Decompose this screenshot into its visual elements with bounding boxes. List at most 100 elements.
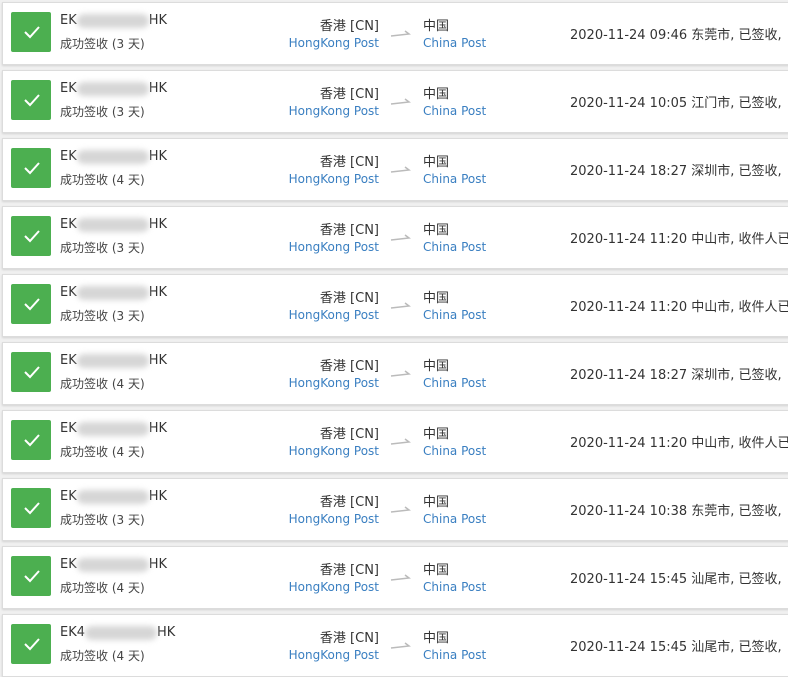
tracking-number: EK HK bbox=[60, 13, 167, 28]
tracking-row[interactable]: EK HK 成功签收 (4 天) 香港 [CN] HongKong Post 中国 Chin… bbox=[2, 410, 788, 473]
event-text: 中山市, 收件人已 bbox=[691, 436, 788, 451]
route-arrow bbox=[389, 569, 413, 588]
tracking-row[interactable]: EK4 HK 成功签收 (4 天) 香港 [CN] HongKong Post 中国 Chi… bbox=[2, 614, 788, 677]
destination-carrier: China Post bbox=[423, 376, 487, 390]
tracking-row[interactable]: EK HK 成功签收 (3 天) 香港 [CN] HongKong Post 中国 Chin… bbox=[2, 206, 788, 269]
event-time: 2020-11-24 15:45 bbox=[570, 640, 688, 655]
destination-country: 中国 bbox=[423, 155, 450, 170]
id-prefix: EK bbox=[60, 489, 77, 504]
tracking-row[interactable]: EK HK 成功签收 (3 天) 香港 [CN] HongKong Post 中国 Chin… bbox=[2, 478, 788, 541]
arrow-icon bbox=[390, 370, 411, 377]
id-redacted bbox=[76, 81, 149, 96]
id-suffix: HK bbox=[148, 81, 168, 96]
id-redacted bbox=[76, 13, 149, 28]
event-time: 2020-11-24 15:45 bbox=[570, 572, 688, 587]
status-icon bbox=[11, 284, 51, 324]
latest-event: 2020-11-24 15:45 汕尾市, 已签收, bbox=[570, 568, 782, 587]
route-arrow bbox=[389, 229, 413, 248]
route-arrow bbox=[389, 365, 413, 384]
check-mark bbox=[24, 298, 40, 311]
check-mark bbox=[24, 434, 40, 447]
id-redacted bbox=[76, 353, 149, 368]
event-text: 中山市, 收件人已 bbox=[691, 232, 788, 247]
latest-event: 2020-11-24 10:38 东莞市, 已签收, bbox=[570, 500, 782, 519]
id-redacted bbox=[85, 625, 158, 640]
check-mark bbox=[24, 230, 40, 243]
event-text: 汕尾市, 已签收, bbox=[691, 640, 782, 655]
id-suffix: HK bbox=[148, 13, 168, 28]
id-suffix: HK bbox=[148, 353, 168, 368]
tracking-row[interactable]: EK HK 成功签收 (4 天) 香港 [CN] HongKong Post 中国 Chin… bbox=[2, 342, 788, 405]
tracking-number: EK HK bbox=[60, 149, 167, 164]
origin-carrier: HongKong Post bbox=[288, 172, 379, 186]
status-icon bbox=[11, 216, 51, 256]
destination-country: 中国 bbox=[423, 291, 450, 306]
arrow-icon bbox=[390, 438, 411, 445]
destination-carrier: China Post bbox=[423, 444, 487, 458]
tracking-row[interactable]: EK HK 成功签收 (3 天) 香港 [CN] HongKong Post 中国 Chin… bbox=[2, 70, 788, 133]
origin-country: 香港 [CN] bbox=[319, 563, 379, 578]
route-arrow bbox=[389, 161, 413, 180]
check-mark bbox=[24, 570, 40, 583]
latest-event: 2020-11-24 11:20 中山市, 收件人已 bbox=[570, 432, 788, 451]
delivery-status: 成功签收 (3 天) bbox=[60, 241, 145, 255]
route-arrow bbox=[389, 501, 413, 520]
arrow-icon bbox=[390, 234, 411, 241]
event-time: 2020-11-24 09:46 bbox=[570, 28, 688, 43]
event-text: 深圳市, 已签收, bbox=[691, 164, 782, 179]
tracking-number: EK HK bbox=[60, 489, 167, 504]
arrow-icon bbox=[390, 574, 411, 581]
origin-carrier: HongKong Post bbox=[288, 376, 379, 390]
latest-event: 2020-11-24 18:27 深圳市, 已签收, bbox=[570, 364, 782, 383]
route-arrow bbox=[389, 93, 413, 112]
origin-country: 香港 [CN] bbox=[319, 155, 379, 170]
latest-event: 2020-11-24 10:05 江门市, 已签收, bbox=[570, 92, 782, 111]
tracking-row[interactable]: EK HK 成功签收 (4 天) 香港 [CN] HongKong Post 中国 Chin… bbox=[2, 546, 788, 609]
status-icon bbox=[11, 12, 51, 52]
destination-carrier: China Post bbox=[423, 648, 487, 662]
check-mark bbox=[24, 502, 40, 515]
id-suffix: HK bbox=[148, 285, 168, 300]
destination-carrier: China Post bbox=[423, 36, 487, 50]
tracking-number: EK HK bbox=[60, 81, 167, 96]
tracking-row[interactable]: EK HK 成功签收 (3 天) 香港 [CN] HongKong Post 中国 Chin… bbox=[2, 2, 788, 65]
destination-carrier: China Post bbox=[423, 240, 487, 254]
event-text: 深圳市, 已签收, bbox=[691, 368, 782, 383]
id-prefix: EK4 bbox=[60, 625, 86, 640]
event-text: 东莞市, 已签收, bbox=[691, 28, 782, 43]
status-icon bbox=[11, 488, 51, 528]
delivery-status: 成功签收 (3 天) bbox=[60, 105, 145, 119]
origin-carrier: HongKong Post bbox=[288, 308, 379, 322]
latest-event: 2020-11-24 11:20 中山市, 收件人已 bbox=[570, 228, 788, 247]
event-time: 2020-11-24 18:27 bbox=[570, 164, 688, 179]
check-mark bbox=[24, 162, 40, 175]
id-redacted bbox=[76, 489, 149, 504]
id-redacted bbox=[76, 217, 149, 232]
tracking-row[interactable]: EK HK 成功签收 (4 天) 香港 [CN] HongKong Post 中国 Chin… bbox=[2, 138, 788, 201]
status-icon bbox=[11, 624, 51, 664]
event-time: 2020-11-24 11:20 bbox=[570, 232, 688, 247]
event-time: 2020-11-24 10:05 bbox=[570, 96, 688, 111]
destination-country: 中国 bbox=[423, 223, 450, 238]
id-prefix: EK bbox=[60, 217, 77, 232]
origin-country: 香港 [CN] bbox=[319, 359, 379, 374]
origin-carrier: HongKong Post bbox=[288, 580, 379, 594]
delivery-status: 成功签收 (4 天) bbox=[60, 581, 145, 595]
arrow-icon bbox=[390, 30, 411, 37]
id-suffix: HK bbox=[157, 625, 176, 640]
check-mark bbox=[24, 94, 40, 107]
status-icon bbox=[11, 420, 51, 460]
arrow-icon bbox=[390, 642, 411, 649]
tracking-number: EK HK bbox=[60, 353, 167, 368]
destination-carrier: China Post bbox=[423, 308, 487, 322]
origin-country: 香港 [CN] bbox=[319, 427, 379, 442]
route-arrow bbox=[389, 433, 413, 452]
event-text: 中山市, 收件人已 bbox=[691, 300, 788, 315]
arrow-icon bbox=[390, 166, 411, 173]
route-arrow bbox=[389, 637, 413, 656]
origin-carrier: HongKong Post bbox=[288, 444, 379, 458]
delivery-status: 成功签收 (3 天) bbox=[60, 37, 145, 51]
delivery-status: 成功签收 (4 天) bbox=[60, 649, 145, 663]
tracking-row[interactable]: EK HK 成功签收 (3 天) 香港 [CN] HongKong Post 中国 Chin… bbox=[2, 274, 788, 337]
